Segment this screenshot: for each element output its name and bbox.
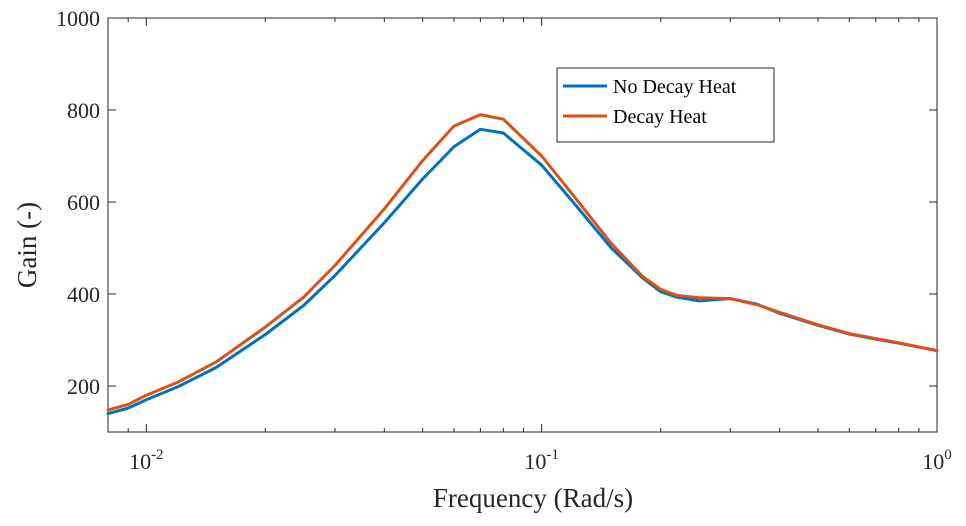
legend-label: Decay Heat [613, 106, 707, 128]
series-line-2 [106, 113, 939, 412]
legend-label: No Decay Heat [613, 76, 737, 98]
x-axis-label: Frequency (Rad/s) [433, 483, 633, 513]
plot-area [107, 17, 938, 433]
y-axis-label: Gain (-) [12, 202, 42, 288]
x-tick-label: 10-1 [524, 447, 559, 474]
y-tick-label: 400 [67, 282, 100, 307]
series-lines [106, 113, 939, 416]
legend-box [556, 67, 775, 143]
y-tick-label: 200 [67, 374, 100, 399]
axes-box [107, 17, 938, 433]
y-tick-label: 600 [67, 190, 100, 215]
y-axis-ticks: 200 400 600 800 1000 [56, 6, 937, 399]
y-tick-label: 800 [67, 98, 100, 123]
x-axis-ticks: 10-2 10-1 100 [107, 18, 952, 474]
y-tick-label: 1000 [56, 6, 100, 31]
x-tick-label: 10-2 [129, 447, 164, 474]
x-tick-label: 100 [922, 447, 952, 474]
legend: No Decay Heat Decay Heat [556, 67, 775, 143]
